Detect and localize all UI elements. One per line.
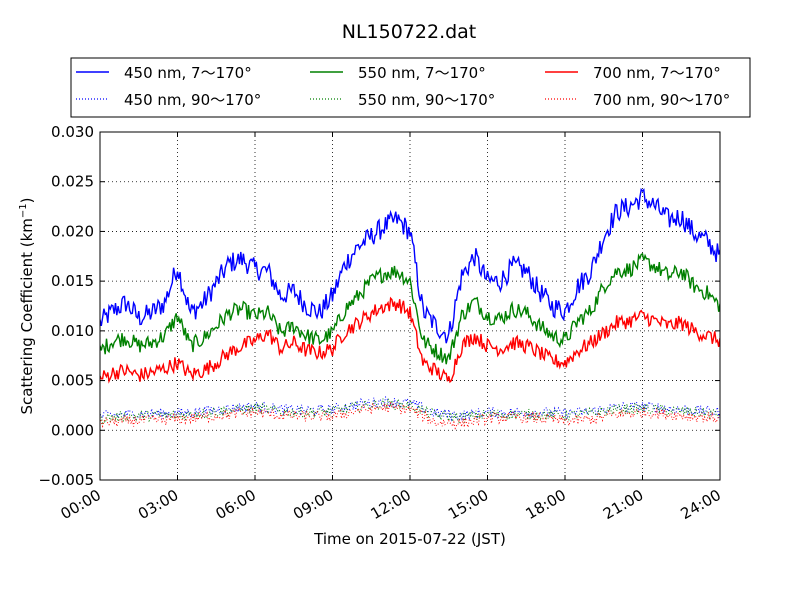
y-tick-label: 0.010 — [51, 322, 94, 340]
legend-label: 550 nm, 90～170° — [358, 91, 495, 109]
y-tick-label: 0.000 — [51, 421, 94, 439]
y-tick-label: 0.005 — [51, 372, 94, 390]
y-tick-label: 0.025 — [51, 173, 94, 191]
y-tick-label: 0.030 — [51, 123, 94, 141]
x-axis-label: Time on 2015-07-22 (JST) — [313, 530, 506, 548]
legend-label: 450 nm, 90～170° — [124, 91, 261, 109]
y-axis-label-main: Scattering Coefficient (km — [18, 218, 36, 414]
y-axis-label-close: ) — [18, 197, 36, 203]
y-axis-label-sup: −1 — [18, 203, 29, 218]
legend-label: 450 nm, 7～170° — [124, 64, 252, 82]
series-line-450-nm-7-170 — [100, 187, 720, 344]
series-line-450-nm-90-170 — [100, 396, 720, 422]
y-tick-label: 0.020 — [51, 222, 94, 240]
series-line-700-nm-7-170 — [100, 296, 720, 384]
y-tick-label: 0.015 — [51, 272, 94, 290]
svg-text:Scattering Coefficient (km−1): Scattering Coefficient (km−1) — [18, 197, 36, 414]
grid — [100, 132, 720, 480]
y-axis-label: Scattering Coefficient (km−1) — [18, 197, 36, 414]
series-line-550-nm-7-170 — [100, 252, 720, 365]
legend: 450 nm, 7～170° 550 nm, 7～170° 700 nm, 7～17… — [70, 57, 751, 118]
legend-frame — [70, 57, 751, 118]
legend-label: 700 nm, 7～170° — [593, 64, 721, 82]
legend-label: 550 nm, 7～170° — [358, 64, 486, 82]
chart-title: NL150722.dat — [342, 21, 477, 43]
legend-label: 700 nm, 90～170° — [593, 91, 730, 109]
y-tick-label: −0.005 — [38, 471, 94, 489]
